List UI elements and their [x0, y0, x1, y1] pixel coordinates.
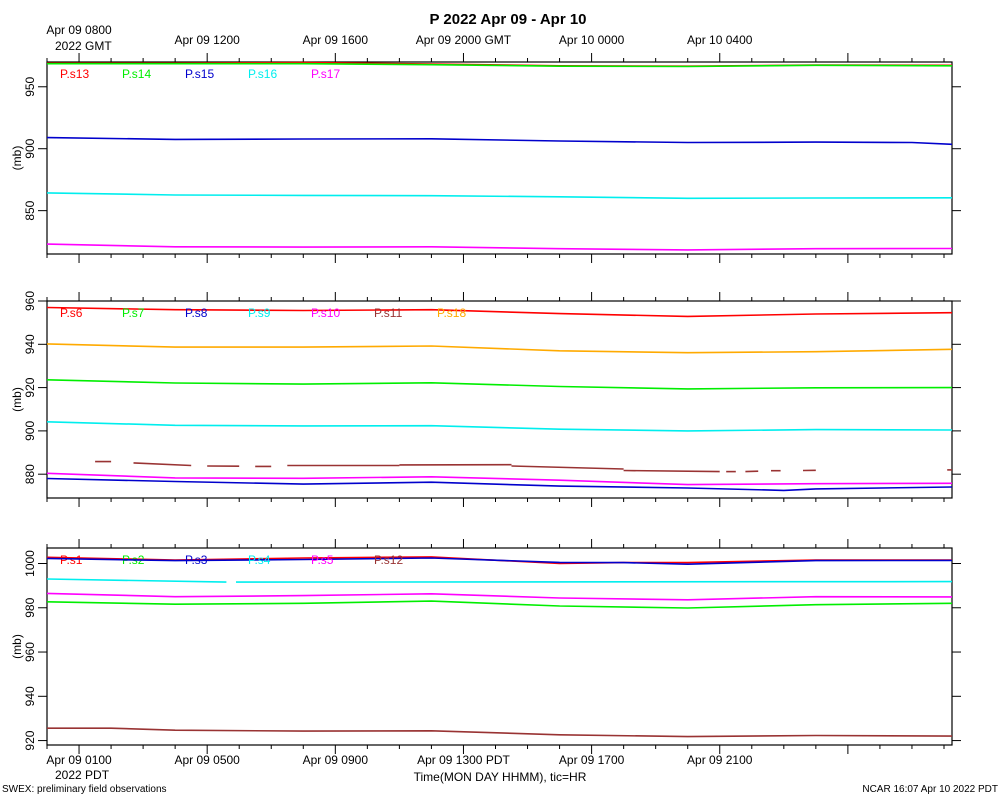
y-tick-label: 940 [23, 686, 37, 706]
gmt-tick-label: Apr 09 1600 [303, 33, 369, 47]
y-tick-label: 920 [23, 377, 37, 397]
y-tick-label: 940 [23, 334, 37, 354]
series-p-s6 [46, 306, 953, 318]
series-p-s15 [46, 136, 953, 146]
legend-entry: P.s15 [185, 67, 214, 81]
gmt-tick-label: Apr 09 2000 GMT [416, 33, 512, 47]
legend-entry: P.s5 [311, 553, 334, 567]
series-line [46, 306, 953, 318]
panels: 850 900 950 (mb) P.s13 P.s14 P.s15 P.s16 P.s17 88… [10, 53, 961, 754]
series-line [46, 578, 227, 583]
pdt-tick-label: Apr 09 1700 [559, 753, 625, 767]
pdt-tick-label: Apr 09 1300 PDT [417, 753, 510, 767]
chart-title: P 2022 Apr 09 - Apr 10 [429, 11, 586, 28]
series-p-s14 [47, 62, 953, 68]
panel-frame [46, 547, 953, 746]
series-p-s8 [46, 477, 953, 492]
series-line [46, 556, 952, 565]
panel-frame [46, 300, 953, 499]
series-p-s2 [46, 600, 953, 609]
series-line [46, 472, 953, 486]
series-line [46, 136, 953, 146]
legend-entry: P.s1 [60, 553, 83, 567]
panel-2: 880 900 920 940 960 (mb) P.s6 P.s7 P.s8 P.s9 P.s10… [10, 291, 961, 507]
y-tick-label: 900 [23, 138, 37, 158]
footer-left-note: SWEX: preliminary field observations [2, 784, 167, 795]
gmt-tick-label: Apr 09 1200 [174, 33, 240, 47]
series-p-s3 [46, 557, 953, 566]
y-tick-label: 960 [23, 642, 37, 662]
series-line [46, 477, 953, 492]
legend-entry: P.s16 [248, 67, 277, 81]
series-line [133, 462, 192, 467]
pdt-tick-label: Apr 09 2100 [687, 753, 753, 767]
gmt-time-axis: Apr 09 0800 Apr 09 1200 Apr 09 1600 Apr 09 … [46, 23, 752, 53]
legend-entry: P.s6 [60, 306, 83, 320]
legend-entry: P.s13 [60, 67, 89, 81]
series-line [46, 421, 953, 432]
series-p-s17 [46, 243, 953, 251]
y-tick-label: 880 [23, 464, 37, 484]
pdt-time-axis: Apr 09 0100 Apr 09 0500 Apr 09 0900 Apr 09 … [46, 753, 752, 782]
y-tick-label: 920 [23, 730, 37, 750]
y-axis-label: (mb) [10, 146, 24, 171]
y-tick-label: 960 [23, 291, 37, 311]
gmt-year-label: 2022 GMT [55, 39, 112, 53]
series-line [46, 243, 953, 251]
legend-entry: P.s11 [374, 306, 403, 320]
legend-entry: P.s3 [185, 553, 208, 567]
legend-entry: P.s8 [185, 306, 208, 320]
y-tick-label: 850 [23, 200, 37, 220]
gmt-tick-label: Apr 10 0400 [687, 33, 753, 47]
series-line [47, 727, 953, 738]
legend-entry: P.s14 [122, 67, 151, 81]
series-p-s18 [46, 343, 953, 354]
series-p-s10 [46, 472, 953, 486]
gmt-tick-label: Apr 09 0800 [46, 23, 112, 37]
series-p-s16 [46, 192, 953, 200]
y-tick-label: 950 [23, 76, 37, 96]
footer-right-stamp: NCAR 16:07 Apr 10 2022 PDT [862, 784, 998, 795]
series-p-s4 [46, 578, 953, 583]
panel-frame [46, 61, 953, 255]
y-axis-label: (mb) [10, 634, 24, 659]
legend-entry: P.s12 [374, 553, 403, 567]
series-line [46, 379, 953, 390]
pdt-year-label: 2022 PDT [55, 768, 110, 782]
legend-entry: P.s18 [437, 306, 466, 320]
legend-entry: P.s10 [311, 306, 340, 320]
legend-entry: P.s9 [248, 306, 271, 320]
series-line [235, 580, 953, 583]
legend-entry: P.s7 [122, 306, 145, 320]
series-line [623, 469, 720, 473]
series-line [511, 465, 624, 470]
series-line [46, 557, 953, 566]
y-tick-label: 980 [23, 597, 37, 617]
series-line [46, 343, 953, 354]
series-line [46, 600, 953, 609]
series-p-s7 [46, 379, 953, 390]
pdt-tick-label: Apr 09 0900 [303, 753, 369, 767]
y-tick-label: 1000 [23, 550, 37, 577]
series-p-s9 [46, 421, 953, 432]
series-p-s12 [47, 727, 953, 738]
series-p-s5 [46, 592, 953, 601]
y-tick-label: 900 [23, 421, 37, 441]
x-axis-label: Time(MON DAY HHMM), tic=HR [414, 770, 587, 784]
legend-entry: P.s4 [248, 553, 271, 567]
panel-1: 850 900 950 (mb) P.s13 P.s14 P.s15 P.s16 P.s17 [10, 53, 961, 263]
series-p-s11 [95, 460, 952, 473]
legend-entry: P.s17 [311, 67, 340, 81]
pdt-tick-label: Apr 09 0500 [174, 753, 240, 767]
series-line [47, 62, 953, 68]
pdt-tick-label: Apr 09 0100 [46, 753, 112, 767]
y-axis-label: (mb) [10, 387, 24, 412]
gmt-tick-label: Apr 10 0000 [559, 33, 625, 47]
series-line [46, 592, 953, 601]
series-p-s1 [46, 556, 952, 565]
series-line [46, 192, 953, 200]
